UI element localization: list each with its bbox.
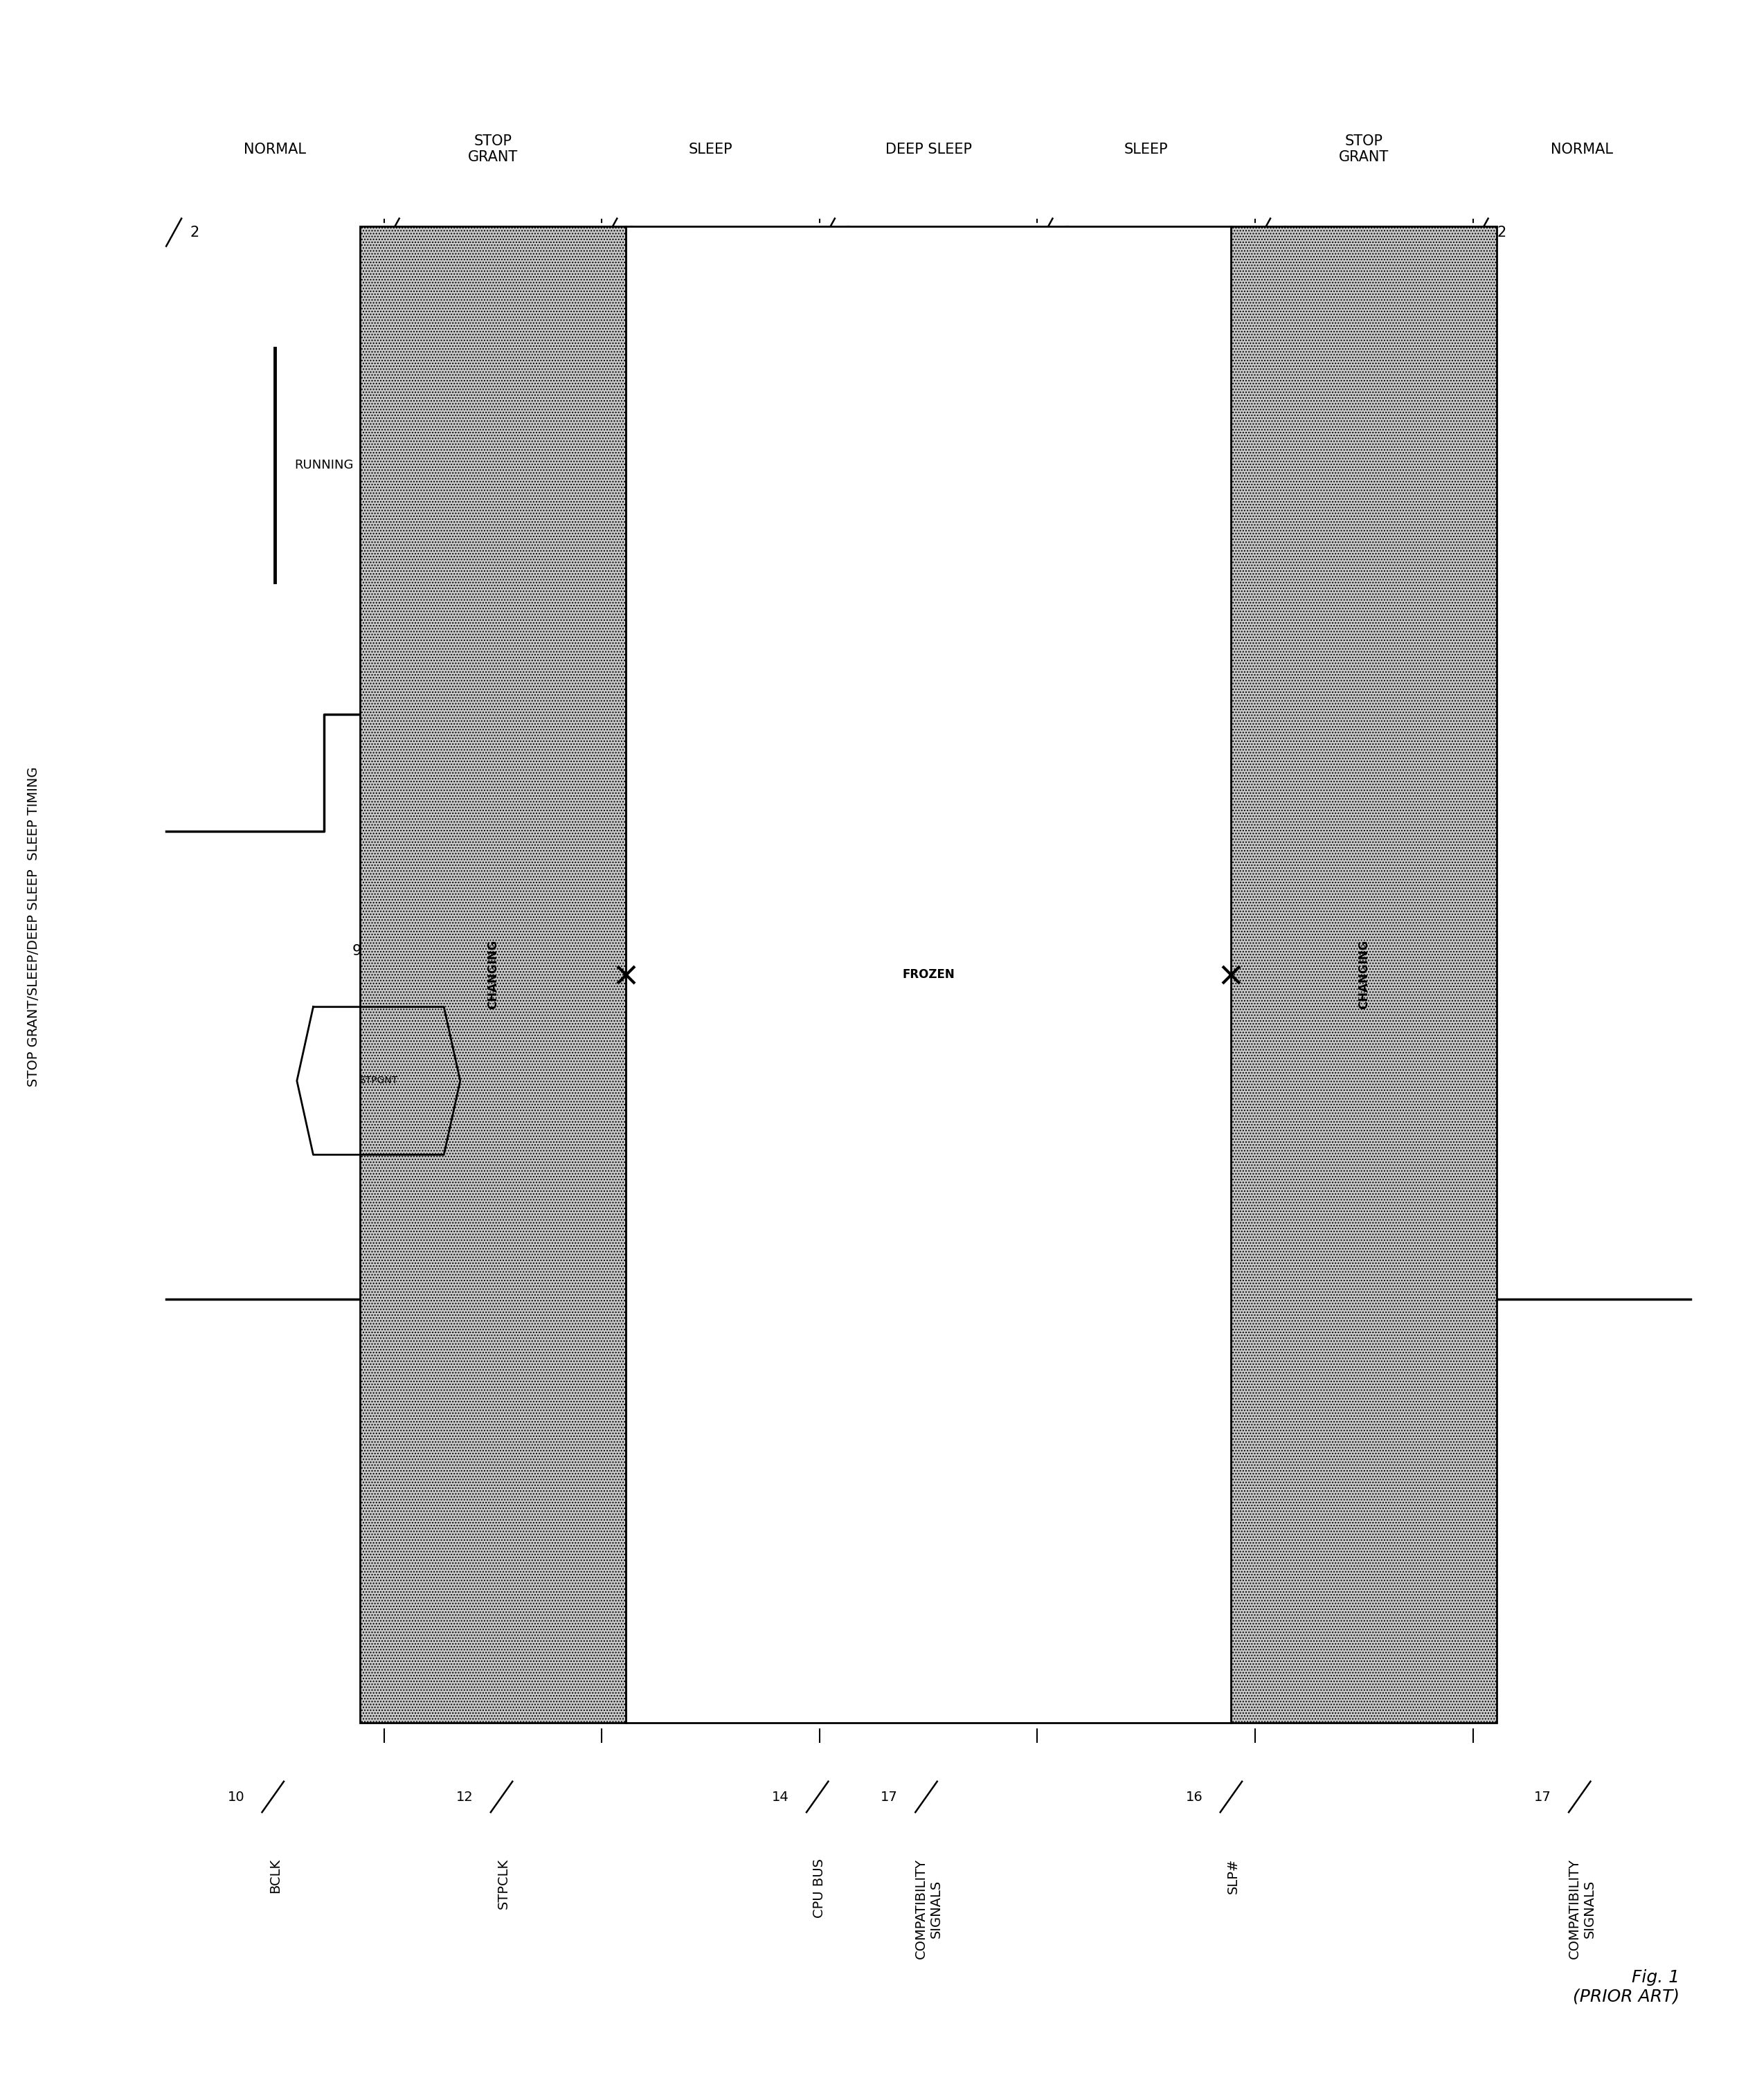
Text: SLEEP: SLEEP	[689, 143, 732, 155]
Text: 6: 6	[626, 225, 635, 239]
Text: BCLK: BCLK	[269, 1859, 281, 1892]
Text: STPGNT: STPGNT	[360, 1075, 399, 1086]
Text: DEEP SLEEP: DEEP SLEEP	[884, 143, 972, 155]
Text: FROZEN: FROZEN	[902, 968, 954, 981]
Text: NORMAL: NORMAL	[1550, 143, 1613, 155]
Text: COMPATIBILITY
SIGNALS: COMPATIBILITY SIGNALS	[1568, 1859, 1596, 1959]
Text: 16: 16	[1185, 1791, 1203, 1804]
Text: RUNNING: RUNNING	[621, 458, 680, 470]
Text: RUNNING: RUNNING	[295, 458, 353, 470]
Text: 2: 2	[1496, 225, 1507, 239]
Text: 17: 17	[881, 1791, 898, 1804]
Text: COMPATIBILITY
SIGNALS: COMPATIBILITY SIGNALS	[914, 1859, 942, 1959]
Text: 4: 4	[407, 225, 418, 239]
Text: 4: 4	[1280, 225, 1288, 239]
Text: CHANGING: CHANGING	[486, 941, 500, 1010]
Text: STOP
GRANT: STOP GRANT	[1339, 134, 1390, 164]
Text: STOP
GRANT: STOP GRANT	[468, 134, 517, 164]
Text: NORMAL: NORMAL	[245, 143, 306, 155]
Text: 12: 12	[456, 1791, 474, 1804]
Polygon shape	[297, 1006, 460, 1155]
Text: 6: 6	[1061, 225, 1070, 239]
Text: STOP GRANT/SLEEP/DEEP SLEEP  SLEEP TIMING: STOP GRANT/SLEEP/DEEP SLEEP SLEEP TIMING	[26, 767, 40, 1088]
Bar	[1231, 227, 1496, 1722]
Text: 9: 9	[351, 943, 362, 958]
Text: 14: 14	[773, 1791, 788, 1804]
Text: CPU BUS: CPU BUS	[813, 1859, 827, 1917]
Text: CHANGING: CHANGING	[1358, 941, 1370, 1010]
Text: SLEEP: SLEEP	[1124, 143, 1168, 155]
Bar	[626, 227, 1231, 1722]
Text: 17: 17	[1535, 1791, 1550, 1804]
Text: 2: 2	[191, 225, 199, 239]
Text: Fig. 1
(PRIOR ART): Fig. 1 (PRIOR ART)	[1573, 1970, 1680, 2006]
Bar	[360, 227, 626, 1722]
Text: 10: 10	[227, 1791, 245, 1804]
Text: SLP#: SLP#	[1227, 1859, 1239, 1894]
Text: STPCLK: STPCLK	[496, 1859, 510, 1909]
Text: 8: 8	[844, 225, 853, 239]
